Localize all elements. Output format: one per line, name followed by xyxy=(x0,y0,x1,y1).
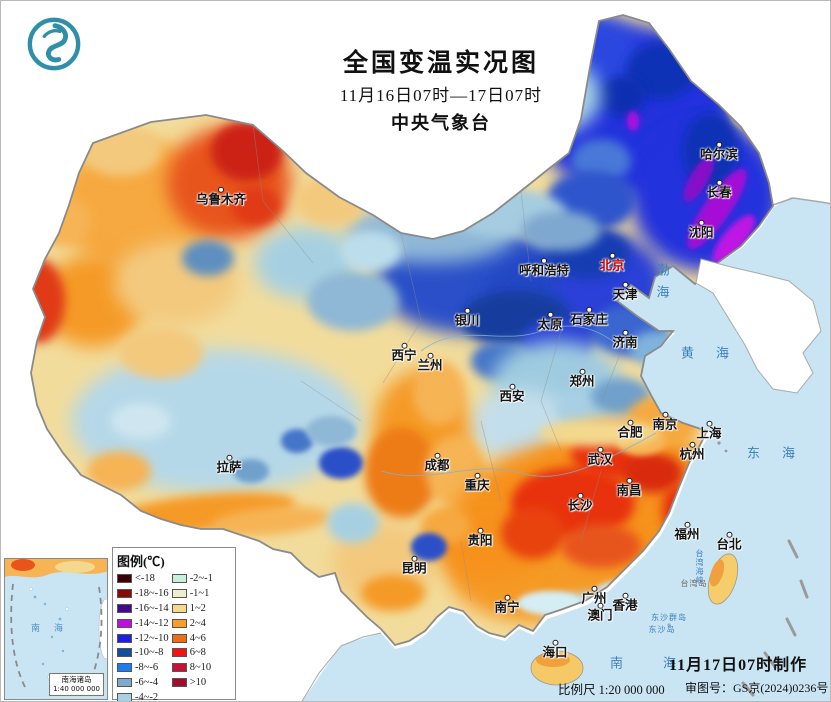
legend-column-positive: -2~-1 -1~1 1~2 2~4 4~6 6~8 xyxy=(171,571,213,701)
legend-item: 4~6 xyxy=(171,631,213,646)
inset-title-box: 南海诸岛 1:40 000 000 xyxy=(49,673,104,696)
sea-label: 南海 xyxy=(609,655,717,671)
legend-item: 6~8 xyxy=(171,645,213,660)
legend-item: -1~1 xyxy=(171,586,213,601)
legend-item: -8~-6 xyxy=(117,660,169,675)
legend-swatch xyxy=(171,603,187,613)
legend-swatch xyxy=(117,573,132,583)
inset-scale: 1:40 000 000 xyxy=(53,684,100,693)
legend-item: -16~-14 xyxy=(117,601,169,616)
legend-swatch xyxy=(117,693,132,701)
legend-item: -14~-12 xyxy=(117,616,169,631)
inset-title: 南海诸岛 xyxy=(61,675,92,685)
legend-item: -4~-2 xyxy=(117,690,169,701)
sea-label: 黄海 xyxy=(680,345,752,361)
legend-swatch xyxy=(117,633,132,643)
sea-label: 台湾海峡 xyxy=(695,549,704,585)
legend-swatch xyxy=(117,648,132,658)
legend-swatch xyxy=(171,663,187,673)
legend-swatch xyxy=(117,678,132,688)
sea-label: 渤海 xyxy=(654,263,670,307)
cma-dragon-icon xyxy=(27,17,81,71)
legend-swatch xyxy=(171,588,187,598)
legend-item: 2~4 xyxy=(171,616,213,631)
legend-item: >10 xyxy=(171,675,213,690)
legend-item: -12~-10 xyxy=(117,631,169,646)
legend-swatch xyxy=(117,663,132,673)
map-scale-label: 比例尺 1:20 000 000 xyxy=(558,683,665,697)
map-title: 全国变温实况图 xyxy=(342,50,539,77)
legend-item: <-18 xyxy=(117,571,169,586)
made-time-label: 11月17日07时制作 xyxy=(669,657,808,674)
legend-swatch xyxy=(171,633,187,643)
legend-item: -10~-8 xyxy=(117,645,169,660)
legend-item: 1~2 xyxy=(171,601,213,616)
legend-swatch xyxy=(171,648,187,658)
legend-body: <-18 -18~-16 -16~-14 -14~-12 -12~-10 -10… xyxy=(117,571,231,701)
legend-swatch xyxy=(117,588,132,598)
map-time-range: 11月16日07时—17日07时 xyxy=(339,86,543,105)
legend-item: -18~-16 xyxy=(117,586,169,601)
legend-swatch xyxy=(171,678,187,688)
sea-label: 东沙岛 xyxy=(648,625,676,634)
legend-panel: 图例(℃) <-18 -18~-16 -16~-14 -14~-12 xyxy=(112,547,236,701)
legend-column-negative: <-18 -18~-16 -16~-14 -14~-12 -12~-10 -10… xyxy=(117,571,169,701)
inset-sea-label: 南海 xyxy=(31,623,78,633)
sea-label: 东沙群岛 xyxy=(651,613,687,622)
sea-label: 东海 xyxy=(746,445,818,461)
legend-swatch xyxy=(117,618,132,628)
legend-title: 图例(℃) xyxy=(117,554,165,569)
legend-swatch xyxy=(171,618,187,628)
legend-swatch xyxy=(117,603,132,613)
review-number-label: 审图号：GS京(2024)0236号 xyxy=(685,681,829,695)
south-china-sea-inset: 南海 南海诸岛 1:40 000 000 xyxy=(4,558,108,700)
legend-item: 8~10 xyxy=(171,660,213,675)
title-block: 全国变温实况图 11月16日07时—17日07时 中央气象台 xyxy=(291,51,591,132)
cma-logo xyxy=(25,15,83,73)
sea-label: 台湾岛 xyxy=(680,579,708,588)
legend-item: -2~-1 xyxy=(171,571,213,586)
map-agency: 中央气象台 xyxy=(391,113,491,133)
legend-swatch xyxy=(171,573,187,583)
legend-item: -6~-4 xyxy=(117,675,169,690)
